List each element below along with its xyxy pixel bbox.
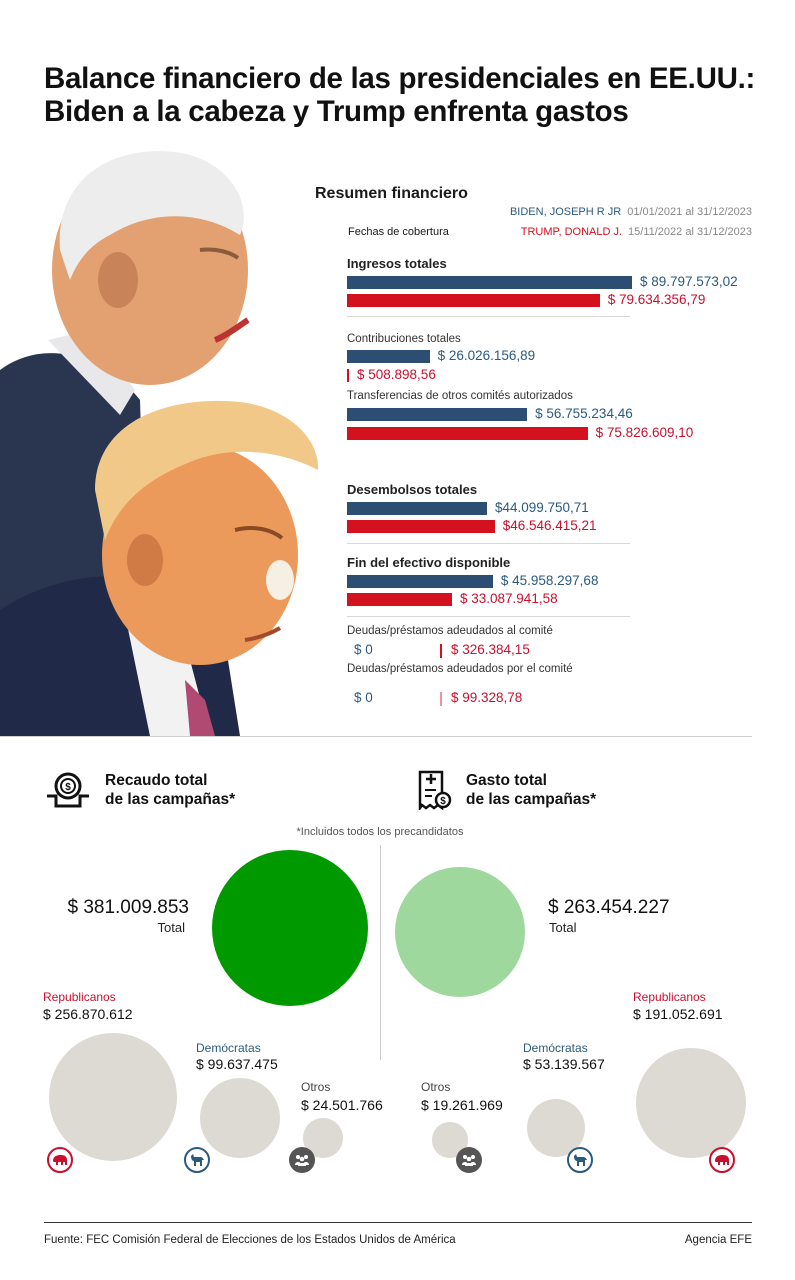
collect-rep-value: $ 256.870.612	[43, 1006, 133, 1022]
collect-dem-bubble	[200, 1078, 280, 1158]
biden-bar	[347, 575, 493, 588]
footnote-precandidates: *Incluidos todos los precandidatos	[296, 826, 464, 838]
spend-dem-label: Demócratas	[523, 1041, 588, 1055]
collect-oth-label: Otros	[301, 1080, 331, 1094]
svg-text:$: $	[440, 796, 446, 807]
biden-bar	[347, 350, 430, 363]
row-label: Fin del efectivo disponible	[347, 555, 511, 570]
trump-name: TRUMP, DONALD J.	[520, 226, 623, 238]
section-divider	[0, 736, 752, 737]
biden-value-label: $ 0	[354, 642, 373, 657]
collect-title-line1: Recaudo total	[105, 772, 208, 789]
row-separator	[347, 616, 630, 617]
biden-legend: BIDEN, JOSEPH R JR 01/01/2021 al 31/12/20…	[510, 206, 752, 218]
trump-value-label: $ 79.634.356,79	[607, 292, 706, 307]
biden-bar	[347, 502, 487, 515]
trump-bar	[347, 369, 349, 382]
trump-value-label: $46.546.415,21	[502, 518, 597, 533]
collect-dem-label: Demócratas	[196, 1041, 261, 1055]
trump-bar	[440, 692, 442, 706]
biden-value-label: $44.099.750,71	[494, 500, 589, 515]
biden-value-label: $ 45.958.297,68	[500, 573, 599, 588]
spend-total-bubble	[395, 867, 525, 997]
others-group-icon	[289, 1147, 315, 1173]
democrat-donkey-icon	[184, 1147, 210, 1173]
spend-rep-bubble	[635, 1047, 747, 1159]
receipt-icon: $	[416, 770, 452, 815]
source-text: Fuente: FEC Comisión Federal de Eleccion…	[44, 1234, 456, 1246]
collect-total-bubble	[212, 850, 368, 1006]
biden-bar	[347, 276, 632, 289]
collect-oth-value: $ 24.501.766	[301, 1097, 383, 1113]
spend-total-value: $ 263.454.227	[548, 897, 670, 918]
row-label: Deudas/préstamos adeudados por el comité	[347, 663, 573, 675]
trump-value-label: $ 508.898,56	[357, 367, 436, 382]
row-label: Contribuciones totales	[347, 333, 461, 345]
money-bag-icon: $	[44, 772, 92, 815]
trump-value-label: $ 75.826.609,10	[595, 425, 694, 440]
row-label: Deudas/préstamos adeudados al comité	[347, 625, 553, 637]
trump-bar	[347, 593, 452, 606]
republican-elephant-icon	[47, 1147, 73, 1173]
spend-oth-label: Otros	[421, 1080, 451, 1094]
collect-total-value: $ 381.009.853	[67, 897, 189, 918]
summary-title: Resumen financiero	[315, 185, 468, 202]
trump-bar	[347, 294, 600, 307]
spend-rep-value: $ 191.052.691	[633, 1006, 723, 1022]
biden-value-label: $ 89.797.573,02	[640, 274, 738, 289]
row-label: Desembolsos totales	[347, 482, 478, 497]
collect-rep-label: Republicanos	[43, 990, 116, 1004]
trump-value-label: $ 99.328,78	[451, 690, 523, 705]
coverage-label: Fechas de cobertura	[348, 226, 449, 238]
center-divider	[380, 845, 381, 1060]
page-title: Balance financiero de las presidenciales…	[44, 62, 756, 128]
biden-name: BIDEN, JOSEPH R JR	[509, 206, 622, 218]
row-label: Transferencias de otros comités autoriza…	[347, 390, 573, 402]
trump-dates: 15/11/2022 al 31/12/2023	[628, 226, 752, 238]
spend-total-caption: Total	[549, 920, 577, 935]
trump-bar	[440, 644, 442, 658]
collect-title-line2: de las campañas*	[105, 791, 236, 808]
trump-legend: TRUMP, DONALD J. 15/11/2022 al 31/12/2023	[521, 226, 752, 238]
spend-title-line1: Gasto total	[466, 772, 547, 789]
row-label: Ingresos totales	[347, 256, 447, 271]
trump-bar	[347, 520, 495, 533]
trump-value-label: $ 33.087.941,58	[460, 591, 558, 606]
biden-value-label: $ 0	[354, 690, 373, 705]
trump-value-label: $ 326.384,15	[451, 642, 530, 657]
collect-total-caption: Total	[157, 920, 185, 935]
biden-bar	[347, 408, 528, 421]
footer-rule	[44, 1222, 752, 1223]
spend-heading: Gasto total de las campañas*	[466, 771, 596, 809]
row-separator	[347, 316, 630, 317]
spend-oth-value: $ 19.261.969	[421, 1097, 503, 1113]
spend-rep-label: Republicanos	[633, 990, 706, 1004]
biden-value-label: $ 26.026.156,89	[437, 348, 536, 363]
spend-title-line2: de las campañas*	[466, 791, 597, 808]
biden-value-label: $ 56.755.234,46	[535, 406, 633, 421]
others-group-icon	[456, 1147, 482, 1173]
collect-rep-bubble	[48, 1032, 178, 1162]
collect-heading: Recaudo total de las campañas*	[105, 771, 235, 809]
republican-elephant-icon	[709, 1147, 735, 1173]
trump-bar	[347, 427, 588, 440]
candidates-portrait-illustration	[0, 140, 330, 736]
row-separator	[347, 543, 630, 544]
democrat-donkey-icon	[567, 1147, 593, 1173]
svg-text:$: $	[65, 782, 71, 793]
biden-dates: 01/01/2021 al 31/12/2023	[627, 206, 752, 218]
collect-dem-value: $ 99.637.475	[196, 1056, 278, 1072]
spend-dem-value: $ 53.139.567	[523, 1056, 605, 1072]
agency-credit: Agencia EFE	[684, 1234, 752, 1246]
